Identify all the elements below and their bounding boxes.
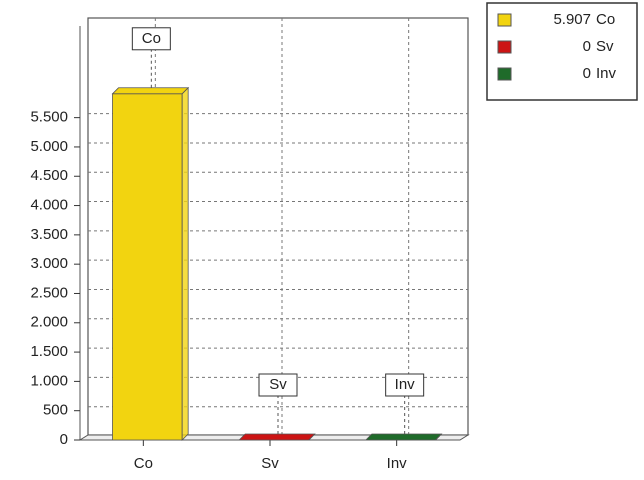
legend: [486, 2, 638, 101]
y-tick-label: 2.000: [30, 314, 68, 331]
legend-value: 0: [583, 38, 591, 55]
legend-swatch: [497, 13, 512, 27]
legend-name: Co: [596, 11, 615, 28]
y-tick-label: 2.500: [30, 284, 68, 301]
callout-label: Co: [142, 30, 161, 47]
bar: [112, 93, 183, 441]
y-tick-label: 3.000: [30, 255, 68, 272]
bar-top: [111, 87, 190, 95]
legend-name: Inv: [596, 65, 617, 82]
callout-label: Inv: [395, 376, 416, 393]
legend-swatch: [497, 40, 512, 54]
bar-side: [435, 433, 442, 441]
callout-label: Sv: [269, 376, 287, 393]
x-tick-label: Co: [134, 455, 153, 472]
legend-value: 5.907: [553, 11, 591, 28]
y-tick-label: 1.500: [30, 343, 68, 360]
callout-box: [131, 27, 171, 51]
bar-top: [238, 433, 316, 441]
y-tick-label: 1.000: [30, 372, 68, 389]
y-tick-label: 500: [43, 402, 68, 419]
legend-name: Sv: [596, 38, 614, 55]
x-tick-label: Inv: [387, 455, 408, 472]
bar-top: [364, 433, 443, 441]
y-tick-label: 5.000: [30, 138, 68, 155]
callout-box: [258, 373, 298, 397]
y-tick-label: 3.500: [30, 226, 68, 243]
y-tick-label: 4.500: [30, 167, 68, 184]
legend-value: 0: [583, 65, 591, 82]
bar-side: [181, 86, 189, 441]
x-tick-label: Sv: [261, 455, 279, 472]
y-tick-label: 0: [60, 431, 68, 448]
legend-swatch: [497, 67, 512, 81]
callout-box: [385, 373, 425, 397]
bar-side: [308, 433, 316, 441]
y-tick-label: 4.000: [30, 197, 68, 214]
y-tick-label: 5.500: [30, 109, 68, 126]
